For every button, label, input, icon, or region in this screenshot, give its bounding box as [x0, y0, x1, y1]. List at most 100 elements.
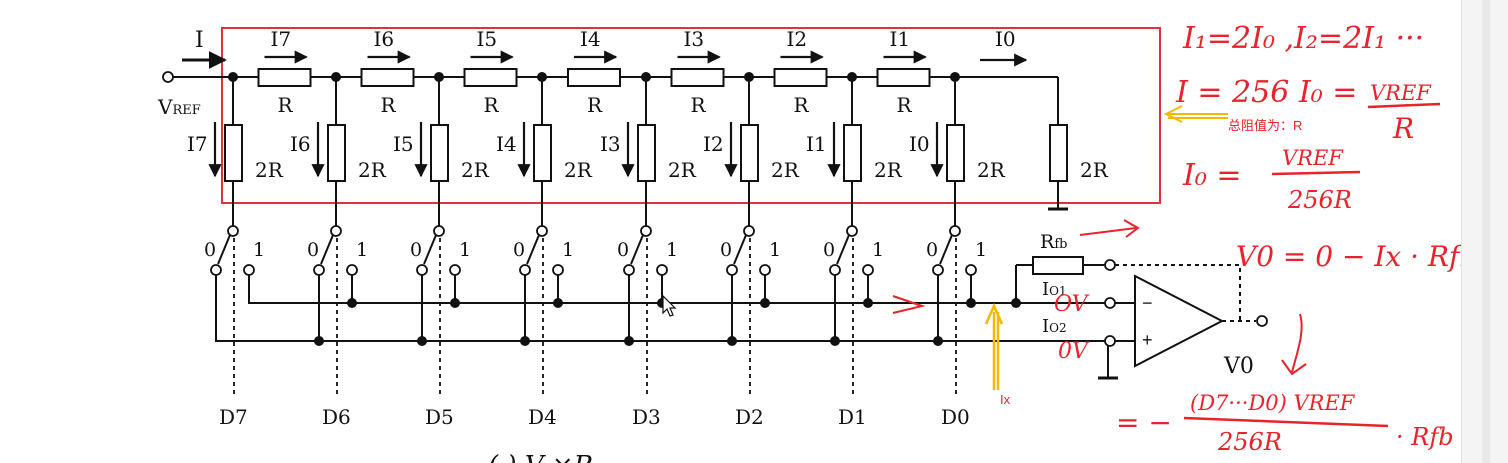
series-resistor-label-6: R	[897, 93, 913, 117]
switch-blade-2	[423, 234, 437, 265]
bit-label-1: D6	[322, 405, 351, 429]
series-resistor-label-5: R	[794, 93, 810, 117]
leg-resistor-6	[843, 124, 862, 182]
switch-label-1-4: 1	[666, 239, 678, 261]
eq-line-3-den: 256R	[1287, 186, 1352, 214]
switch-contact-0-3	[519, 264, 531, 276]
handwritten-notes: I₁=2I₀ ,I₂=2I₁ ··· I = 256 I₀ = VREF R 总…	[1054, 21, 1477, 456]
io1-terminal	[1104, 297, 1116, 309]
leg-resistor-label-3: 2R	[564, 158, 593, 182]
leg-resistor-label-5: 2R	[771, 158, 800, 182]
leg-current-label-4: I3	[600, 132, 621, 156]
series-current-label-6: I1	[890, 27, 911, 51]
leg-resistor-3	[533, 124, 552, 182]
leg-resistor-5	[740, 124, 759, 182]
switch-blade-4	[630, 234, 644, 265]
switch-pivot-3	[536, 225, 548, 237]
leg-resistor-label-2: 2R	[461, 158, 490, 182]
switch-contact-0-1	[313, 264, 325, 276]
series-resistor-2	[463, 68, 518, 87]
leg-current-label-6: I1	[806, 132, 827, 156]
switch-pivot-2	[433, 225, 445, 237]
switch-label-0-6: 0	[823, 239, 835, 261]
leg-resistor-label-4: 2R	[668, 158, 697, 182]
series-current-label-1: I6	[374, 27, 395, 51]
rfb-terminal	[1104, 259, 1116, 271]
ladder-highlight-box	[221, 27, 1161, 204]
switch-label-1-5: 1	[769, 239, 781, 261]
bottom-formula-fragment: ( ) V ×R	[488, 451, 593, 463]
rfb-main: R	[1040, 231, 1055, 253]
leg-resistor-label-6: 2R	[874, 158, 903, 182]
opamp-triangle	[1134, 274, 1225, 368]
eq-line-4: V0 = 0 − Ix · Rfb	[1236, 240, 1477, 273]
switch-label-1-1: 1	[356, 239, 368, 261]
leg-resistor-4	[637, 124, 656, 182]
io1-label: IO1	[1042, 279, 1067, 300]
leg-current-label-1: I6	[290, 132, 311, 156]
eq-line-5-den: 256R	[1217, 428, 1282, 456]
switch-label-0-5: 0	[720, 239, 732, 261]
opamp-plus-sign: +	[1142, 330, 1153, 350]
series-current-label-4: I3	[684, 27, 705, 51]
ov-note: OV	[1054, 292, 1090, 317]
series-current-label-0: I7	[271, 27, 292, 51]
rfb-label: Rfb	[1040, 231, 1067, 253]
red-arrow-down	[1281, 313, 1307, 376]
series-resistor-5	[773, 68, 828, 87]
vref-main: V	[157, 95, 173, 119]
switch-blade-3	[526, 234, 540, 265]
scrollbar-thumb[interactable]	[1482, 0, 1490, 463]
series-resistor-0	[257, 68, 312, 87]
switch-label-0-7: 0	[926, 239, 938, 261]
switch-contact-0-6	[829, 264, 841, 276]
vertical-scrollbar[interactable]	[1461, 0, 1508, 463]
io1-main: I	[1042, 279, 1049, 300]
eq-line-2-bar	[1367, 102, 1441, 109]
switch-label-1-3: 1	[562, 239, 574, 261]
feedback-dotted-path	[1115, 264, 1241, 321]
switch-pivot-1	[330, 225, 342, 237]
switch-label-0-2: 0	[410, 239, 422, 261]
switch-pivot-6	[846, 225, 858, 237]
eq-line-3-num: VREF	[1282, 146, 1344, 170]
eq-line-2-num: VREF	[1370, 81, 1432, 105]
io2-label: IO2	[1042, 316, 1067, 337]
bit-label-7: D0	[941, 405, 970, 429]
leg-resistor-7	[946, 124, 965, 182]
rfb-resistor	[1032, 256, 1084, 275]
series-resistor-1	[360, 68, 415, 87]
series-resistor-label-3: R	[587, 93, 603, 117]
switch-contact-0-2	[416, 264, 428, 276]
eq-line-1: I₁=2I₀ ,I₂=2I₁ ···	[1182, 21, 1424, 56]
io2-main: I	[1042, 316, 1049, 337]
leg-resistor-1	[327, 124, 346, 182]
switch-blade-1	[320, 234, 334, 265]
switch-pivot-4	[640, 225, 652, 237]
leg-current-label-0: I7	[187, 132, 208, 156]
vref-sub: REF	[172, 103, 200, 118]
switch-blade-0	[217, 234, 231, 265]
terminator-resistor	[1049, 124, 1068, 182]
switch-contact-1-2	[449, 264, 461, 276]
eq-line-5-num: (D7···D0) VREF	[1190, 391, 1356, 415]
series-resistor-3	[567, 68, 621, 87]
series-resistor-label-0: R	[278, 93, 294, 117]
leg-resistor-0	[224, 124, 243, 182]
series-current-label-5: I2	[787, 27, 808, 51]
switch-contact-0-0	[210, 264, 222, 276]
ix-label: Ix	[1000, 392, 1011, 407]
bit-label-4: D3	[632, 405, 661, 429]
eq-line-5-lead: = −	[1116, 406, 1172, 439]
eq-line-3-left: I₀ =	[1182, 158, 1242, 193]
switch-contact-1-6	[862, 264, 874, 276]
switch-label-0-4: 0	[617, 239, 629, 261]
leg-current-label-7: I0	[909, 132, 930, 156]
yellow-arrow-ix	[984, 302, 1004, 390]
red-arrow-ladder	[1079, 219, 1140, 238]
red-arrow-bus	[892, 295, 926, 314]
io1-sub: O1	[1049, 284, 1066, 298]
io2-terminal	[1104, 335, 1116, 347]
